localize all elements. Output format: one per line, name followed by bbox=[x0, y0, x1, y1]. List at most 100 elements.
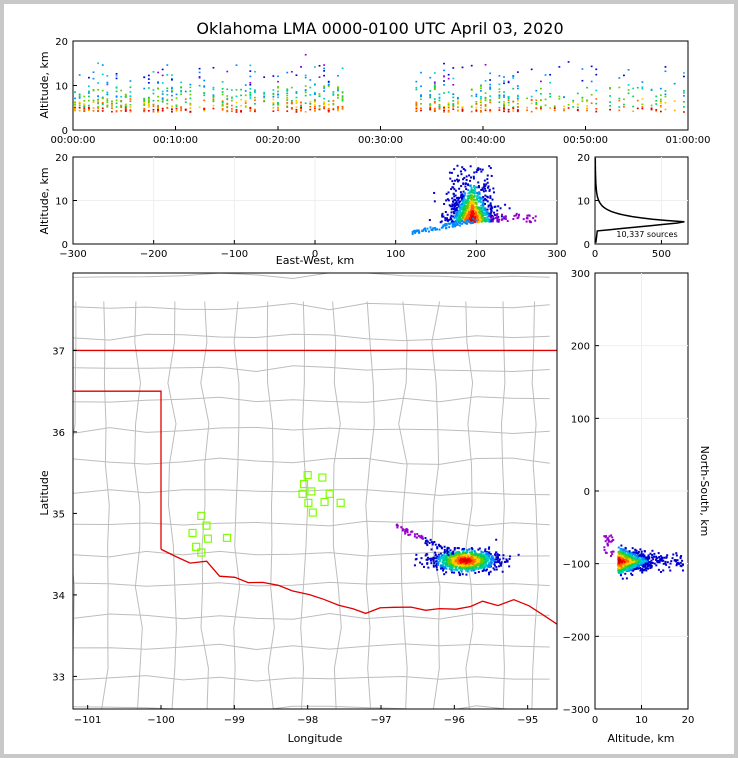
source-point bbox=[235, 109, 238, 111]
source-point bbox=[230, 110, 233, 113]
source-point bbox=[439, 552, 442, 555]
source-point bbox=[400, 526, 403, 529]
source-point bbox=[470, 208, 473, 211]
source-point bbox=[432, 565, 435, 568]
source-point bbox=[626, 562, 629, 565]
source-point bbox=[489, 166, 492, 169]
source-point bbox=[629, 553, 632, 556]
source-point bbox=[452, 193, 455, 196]
source-point bbox=[101, 107, 104, 110]
source-point bbox=[476, 207, 479, 210]
source-point bbox=[681, 569, 684, 572]
source-point bbox=[471, 203, 474, 206]
source-point bbox=[449, 216, 452, 219]
source-point bbox=[413, 533, 416, 536]
source-point bbox=[460, 173, 463, 176]
time-height-xtick-label: 01:00:00 bbox=[666, 135, 711, 146]
source-point bbox=[483, 556, 486, 559]
source-point bbox=[498, 88, 501, 90]
source-point bbox=[500, 562, 503, 565]
source-point bbox=[526, 214, 529, 217]
source-point bbox=[443, 558, 446, 561]
source-point bbox=[83, 100, 86, 102]
source-point bbox=[453, 548, 456, 551]
source-point bbox=[467, 197, 470, 200]
source-point bbox=[461, 110, 464, 112]
source-point bbox=[327, 111, 330, 113]
source-point bbox=[203, 79, 206, 82]
source-point bbox=[507, 104, 510, 106]
source-point bbox=[452, 208, 455, 211]
source-point bbox=[453, 571, 456, 574]
source-point bbox=[480, 204, 483, 207]
source-point bbox=[396, 526, 399, 529]
source-point bbox=[445, 555, 448, 558]
source-point bbox=[488, 189, 491, 192]
county-line bbox=[73, 333, 550, 342]
source-point bbox=[618, 562, 621, 565]
source-point bbox=[467, 216, 470, 219]
source-point bbox=[277, 96, 279, 99]
source-point bbox=[327, 109, 330, 112]
source-point bbox=[249, 93, 252, 96]
source-point bbox=[327, 109, 330, 111]
source-point bbox=[641, 555, 644, 558]
source-point bbox=[463, 557, 466, 560]
source-point bbox=[480, 562, 483, 565]
source-point bbox=[498, 75, 501, 77]
source-point bbox=[249, 106, 252, 109]
source-point bbox=[590, 65, 593, 68]
source-point bbox=[147, 110, 150, 112]
source-point bbox=[629, 552, 632, 555]
source-point bbox=[475, 106, 478, 109]
source-point bbox=[446, 546, 449, 549]
source-point bbox=[184, 98, 187, 100]
source-point bbox=[304, 76, 307, 79]
source-point bbox=[473, 190, 476, 193]
source-point bbox=[92, 89, 95, 92]
source-point bbox=[490, 561, 493, 564]
source-point bbox=[659, 557, 662, 560]
source-point bbox=[443, 555, 446, 558]
source-point bbox=[97, 106, 100, 108]
source-point bbox=[433, 110, 436, 112]
source-point bbox=[441, 561, 444, 564]
source-point bbox=[203, 92, 206, 94]
source-point bbox=[466, 549, 469, 552]
source-point bbox=[451, 204, 454, 207]
source-point bbox=[286, 105, 289, 108]
source-point bbox=[244, 90, 247, 92]
source-point bbox=[609, 554, 612, 557]
source-point bbox=[411, 232, 414, 235]
source-point bbox=[235, 106, 238, 108]
source-point bbox=[171, 105, 173, 108]
source-point bbox=[611, 536, 614, 539]
source-point bbox=[470, 64, 473, 67]
source-point bbox=[623, 548, 626, 551]
source-point bbox=[443, 69, 445, 72]
source-point bbox=[471, 214, 474, 217]
source-point bbox=[443, 105, 445, 108]
source-point bbox=[609, 95, 611, 97]
source-point bbox=[304, 102, 307, 105]
source-point bbox=[473, 207, 476, 210]
source-point bbox=[332, 104, 335, 106]
source-point bbox=[622, 551, 625, 554]
source-point bbox=[477, 167, 480, 170]
source-point bbox=[477, 548, 480, 551]
source-point bbox=[452, 215, 455, 218]
source-point bbox=[449, 567, 452, 570]
source-point bbox=[147, 74, 150, 77]
source-point bbox=[456, 569, 459, 572]
source-point bbox=[474, 198, 477, 201]
source-point bbox=[456, 97, 459, 100]
source-point bbox=[478, 547, 481, 550]
source-point bbox=[435, 566, 438, 569]
source-point bbox=[470, 188, 473, 191]
source-point bbox=[441, 214, 444, 217]
source-point bbox=[309, 100, 312, 103]
source-point bbox=[484, 105, 487, 107]
source-point bbox=[221, 100, 224, 102]
source-point bbox=[433, 84, 436, 87]
source-point bbox=[304, 85, 307, 87]
